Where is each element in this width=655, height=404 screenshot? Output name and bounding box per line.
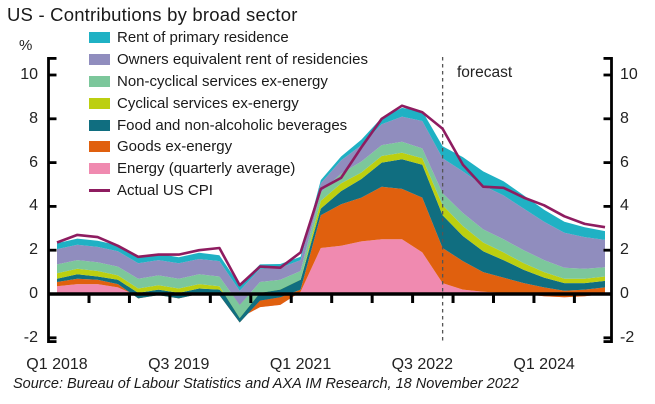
forecast-label: forecast <box>457 64 513 81</box>
source-note: Source: Bureau of Labour Statistics and … <box>13 376 519 392</box>
legend-item-rent: Rent of primary residence <box>89 27 368 49</box>
y-tick-label-right: 6 <box>620 153 629 171</box>
legend-color-swatch <box>89 32 110 44</box>
x-tick-label: Q3 2019 <box>148 356 210 373</box>
legend-item-noncyclical-services: Non-cyclical services ex-energy <box>89 71 368 93</box>
y-tick-label-left: 0 <box>29 285 38 302</box>
y-tick-label-right: 8 <box>620 109 629 127</box>
legend-item-cyclical-services: Cyclical services ex-energy <box>89 92 368 114</box>
legend-line-swatch <box>89 189 110 192</box>
legend-label: Cyclical services ex-energy <box>117 94 299 112</box>
legend-color-swatch <box>89 97 110 109</box>
y-tick-label-left: 2 <box>29 241 38 259</box>
legend-item-owners-equivalent-rent: Owners equivalent rent of residencies <box>89 49 368 71</box>
y-tick-label-left: 10 <box>20 66 38 83</box>
y-tick-label-right: 4 <box>620 197 629 215</box>
y-tick-label-right: 2 <box>620 241 629 259</box>
legend-color-swatch <box>89 141 110 153</box>
legend-item-actual-us-cpi: Actual US CPI <box>89 180 368 202</box>
page-title: US - Contributions by broad sector <box>7 4 298 25</box>
legend-item-goods: Goods ex-energy <box>89 136 368 158</box>
legend-color-swatch <box>89 75 110 87</box>
legend-label: Food and non-alcoholic beverages <box>117 116 348 134</box>
area-energy <box>57 239 605 319</box>
y-axis-unit-label: % <box>19 37 33 54</box>
y-tick-label-left: -2 <box>23 328 38 346</box>
legend-label: Energy (quarterly average) <box>117 160 296 178</box>
legend-color-swatch <box>89 119 110 131</box>
y-tick-label-left: 6 <box>29 153 38 171</box>
y-tick-label-left: 8 <box>29 109 38 127</box>
x-tick-label: Q3 2022 <box>391 356 453 373</box>
legend-label: Goods ex-energy <box>117 138 233 156</box>
line-actual-us-cpi <box>56 104 606 287</box>
legend-label: Actual US CPI <box>117 181 213 199</box>
y-tick-label-left: 4 <box>29 197 38 215</box>
x-tick-label: Q1 2024 <box>513 356 575 373</box>
legend: Rent of primary residence Owners equivale… <box>89 27 368 201</box>
legend-item-food: Food and non-alcoholic beverages <box>89 114 368 136</box>
x-tick-label: Q1 2018 <box>26 356 88 373</box>
legend-item-energy: Energy (quarterly average) <box>89 158 368 180</box>
area-owners-equivalent-rent <box>57 116 605 305</box>
legend-color-swatch <box>89 54 110 66</box>
area-goods <box>57 186 605 323</box>
legend-label: Owners equivalent rent of residencies <box>117 51 368 69</box>
y-tick-label-right: -2 <box>620 328 635 346</box>
legend-label: Rent of primary residence <box>117 29 289 47</box>
legend-label: Non-cyclical services ex-energy <box>117 72 328 90</box>
legend-color-swatch <box>89 163 110 175</box>
x-tick-label: Q1 2021 <box>269 356 332 373</box>
y-tick-label-right: 10 <box>620 66 638 83</box>
y-tick-label-right: 0 <box>620 285 629 302</box>
